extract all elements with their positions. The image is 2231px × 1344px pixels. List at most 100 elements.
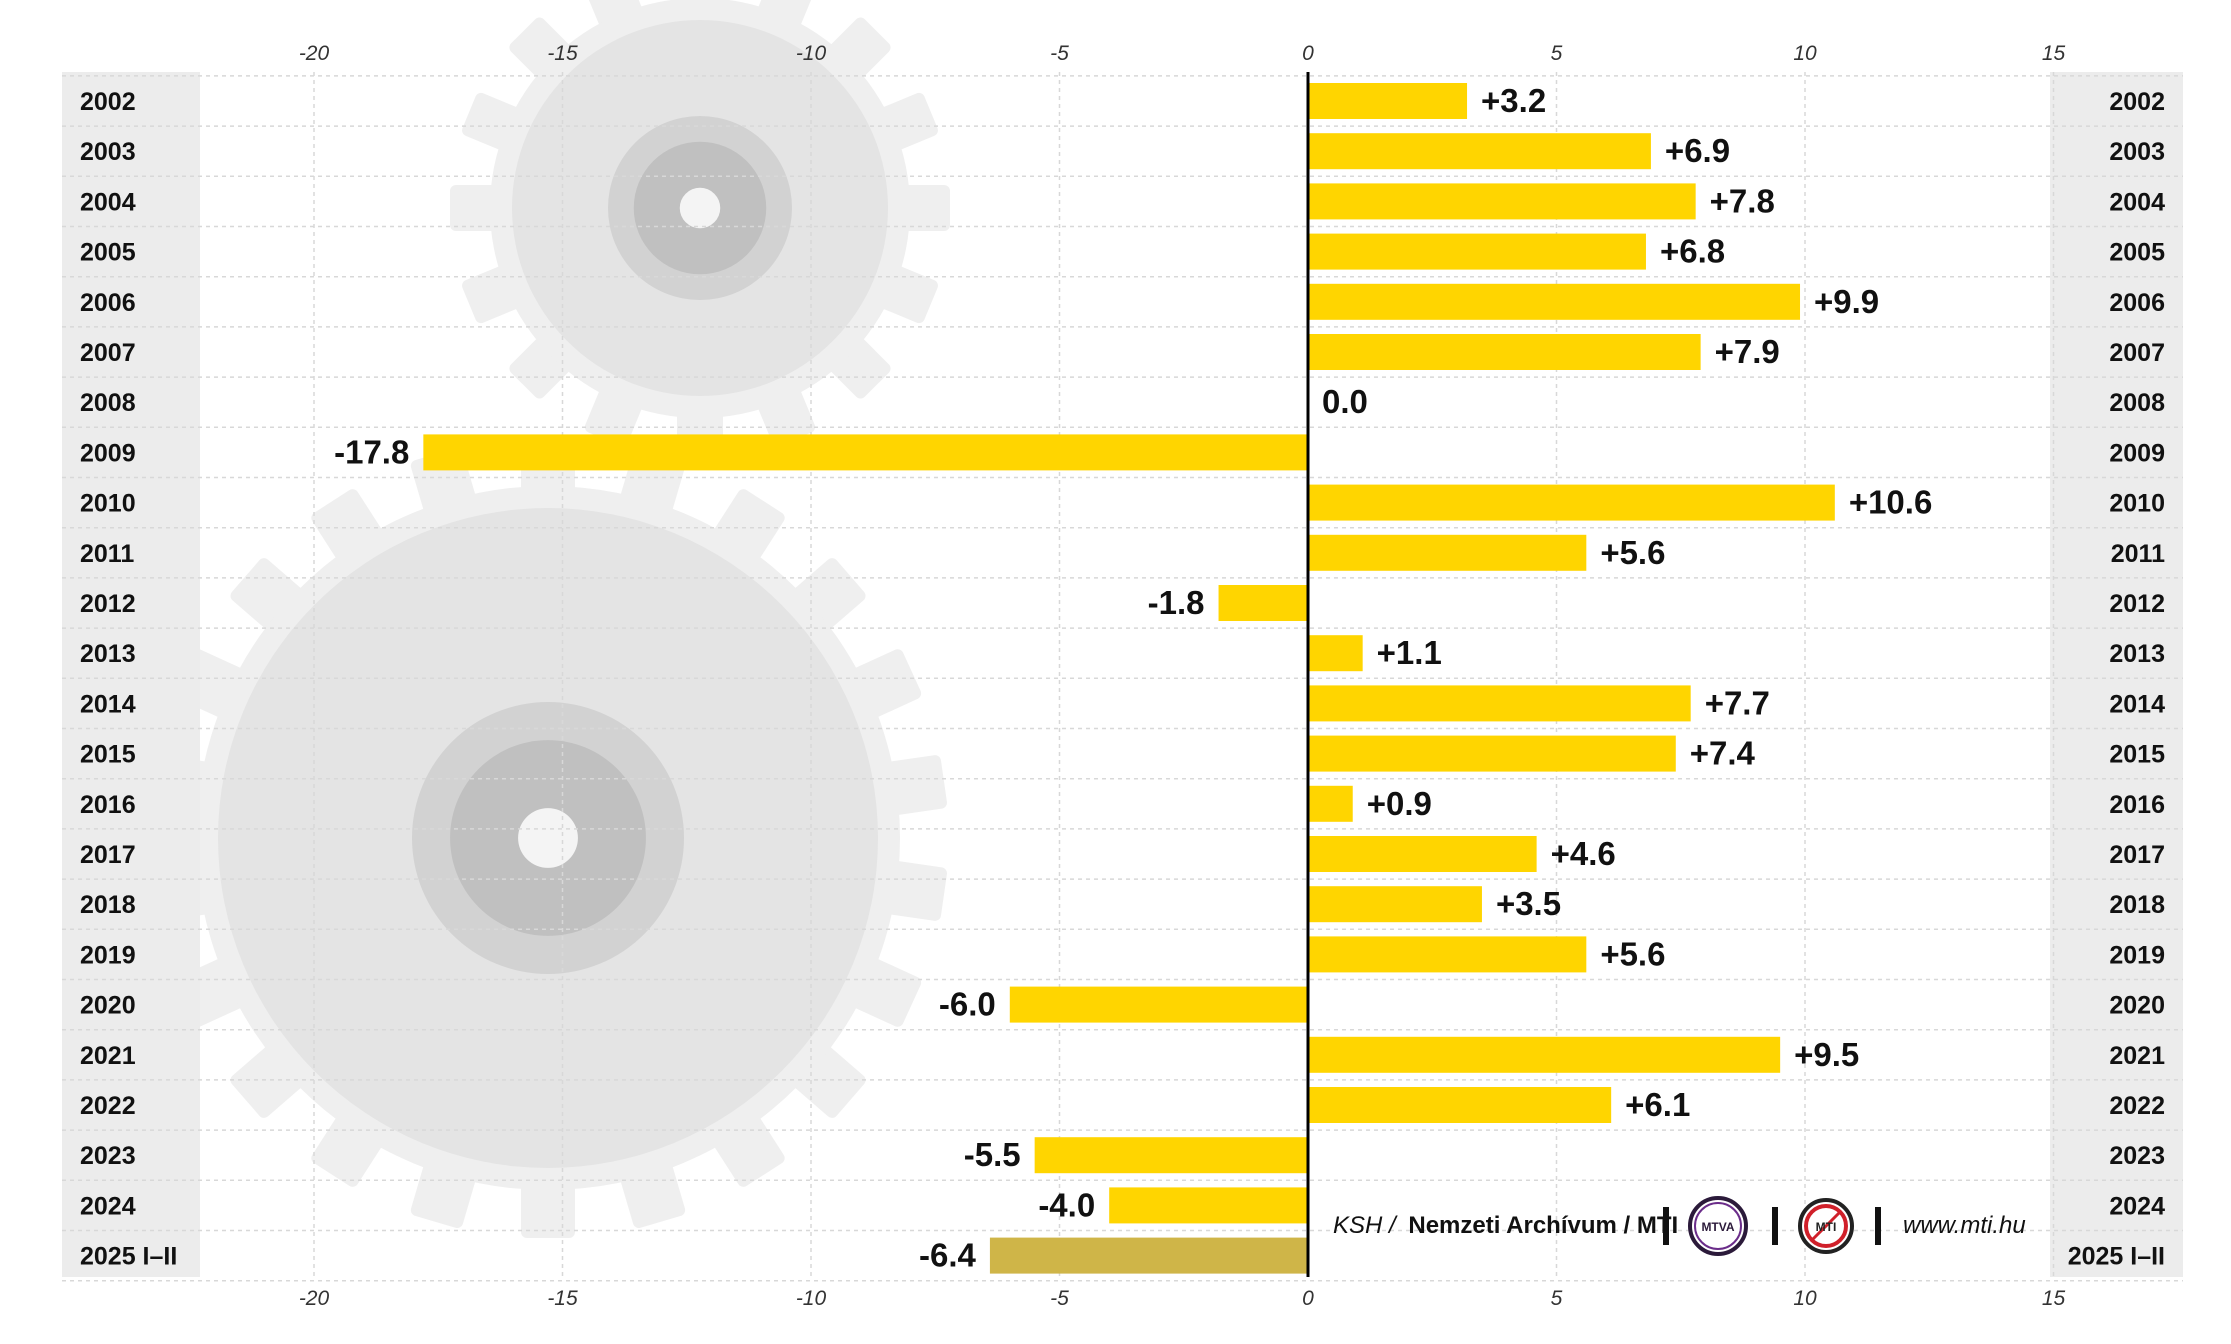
bar (1308, 484, 1835, 521)
year-label: 2024 (2109, 1192, 2165, 1220)
x-tick-label-bottom: 5 (1551, 1287, 1563, 1310)
bar (989, 1237, 1308, 1274)
value-label: -4.0 (1038, 1186, 1095, 1223)
bar (1308, 283, 1801, 320)
credit-source-italic: KSH / (1333, 1212, 1398, 1239)
left-year-column-bg (62, 72, 200, 1277)
credits: KSH / Nemzeti Archívum / MTI MTVA MTI ww… (1333, 1196, 2026, 1256)
year-label: 2016 (80, 791, 136, 819)
year-label: 2025 I–II (2068, 1243, 2165, 1271)
x-tick-label-top: 5 (1551, 42, 1563, 65)
year-label: 2011 (80, 540, 134, 568)
x-tick-label-bottom: -5 (1050, 1287, 1069, 1310)
value-label: +7.8 (1710, 182, 1775, 219)
bar (1034, 1137, 1308, 1174)
bar (1308, 133, 1651, 170)
value-label: +3.5 (1496, 885, 1561, 922)
x-tick-label-bottom: 0 (1302, 1287, 1314, 1310)
value-label: +1.1 (1377, 634, 1442, 671)
credit-url: www.mti.hu (1903, 1212, 2026, 1239)
gear-tooth (883, 755, 947, 816)
year-label: 2022 (80, 1092, 136, 1120)
bar (1109, 1187, 1308, 1224)
year-label: 2013 (80, 640, 136, 668)
bar (1308, 836, 1537, 872)
year-label: 2007 (2109, 339, 2165, 367)
gear-tooth (883, 860, 947, 921)
year-label: 2003 (2109, 138, 2165, 166)
value-label: -6.0 (939, 986, 996, 1023)
bar (1308, 233, 1646, 270)
value-label: -1.8 (1148, 584, 1205, 621)
bar (1308, 685, 1691, 722)
value-label: +4.6 (1551, 835, 1616, 872)
x-tick-label-top: 10 (1793, 42, 1817, 65)
year-label: 2014 (2109, 690, 2165, 718)
x-tick-label-bottom: -20 (299, 1287, 330, 1310)
bar (1308, 785, 1353, 822)
year-label: 2006 (80, 289, 136, 317)
year-label: 2012 (2109, 590, 2165, 618)
year-label: 2008 (2109, 389, 2165, 417)
value-label: +5.6 (1600, 534, 1665, 571)
year-label: 2018 (80, 891, 136, 919)
year-label: 2013 (2109, 640, 2165, 668)
year-label: 2008 (80, 389, 136, 417)
gear-hole (679, 187, 721, 229)
credit-divider (1772, 1207, 1778, 1245)
x-tick-label-bottom: -10 (796, 1287, 827, 1310)
gear-tooth (900, 185, 950, 231)
year-label: 2022 (2109, 1092, 2165, 1120)
value-label: +6.9 (1665, 132, 1730, 169)
year-label: 2009 (80, 439, 136, 467)
year-label: 2012 (80, 590, 136, 618)
bar (1308, 183, 1696, 220)
year-labels-right: 2002 2003 2004 2005 2006 2007 2008 2009 2010 2011… (2068, 88, 2165, 1271)
year-label: 2002 (2109, 88, 2165, 116)
value-label: -5.5 (964, 1136, 1021, 1173)
value-label: +9.9 (1814, 283, 1879, 320)
bar (1009, 986, 1308, 1023)
x-tick-label-top: -10 (796, 42, 827, 65)
bar (1308, 1036, 1781, 1073)
bar (1308, 334, 1701, 370)
bar (1308, 83, 1468, 119)
x-tick-label-bottom: -15 (547, 1287, 578, 1310)
year-label: 2017 (80, 841, 136, 869)
bar (1308, 534, 1587, 571)
bar (423, 434, 1309, 471)
credit-source: KSH / Nemzeti Archívum / MTI (1333, 1212, 1678, 1239)
x-tick-label-bottom: 10 (1793, 1287, 1817, 1310)
x-tick-label-top: 0 (1302, 42, 1314, 65)
svg-text:MTVA: MTVA (1701, 1220, 1734, 1234)
year-label: 2002 (80, 88, 136, 116)
value-label: +5.6 (1600, 935, 1665, 972)
bars (423, 83, 1835, 1274)
year-label: 2010 (2109, 490, 2165, 518)
year-label: 2025 I–II (80, 1243, 177, 1271)
bar (1308, 886, 1482, 923)
year-label: 2019 (2109, 941, 2165, 969)
bar (1308, 1087, 1612, 1123)
credit-divider (1875, 1207, 1881, 1245)
value-label: +7.4 (1690, 735, 1756, 772)
x-tick-label-top: -20 (299, 42, 330, 65)
year-label: 2006 (2109, 289, 2165, 317)
year-label: 2016 (2109, 791, 2165, 819)
year-label: 2020 (2109, 992, 2165, 1020)
credit-source-bold: Nemzeti Archívum / MTI (1408, 1212, 1678, 1239)
year-label: 2014 (80, 690, 136, 718)
year-label: 2023 (80, 1142, 136, 1170)
value-label: +6.8 (1660, 233, 1725, 270)
value-label: +7.7 (1705, 684, 1770, 721)
x-tick-label-top: 15 (2042, 42, 2066, 65)
svg-text:MTI: MTI (1816, 1220, 1837, 1234)
value-label: -17.8 (334, 433, 409, 470)
mtva-logo-icon: MTVA (1688, 1196, 1748, 1256)
value-label: +0.9 (1367, 785, 1432, 822)
mti-logo-icon: MTI (1798, 1198, 1854, 1254)
value-label: 0.0 (1322, 383, 1368, 420)
gear-icon (450, 0, 950, 458)
value-label: +7.9 (1715, 333, 1780, 370)
